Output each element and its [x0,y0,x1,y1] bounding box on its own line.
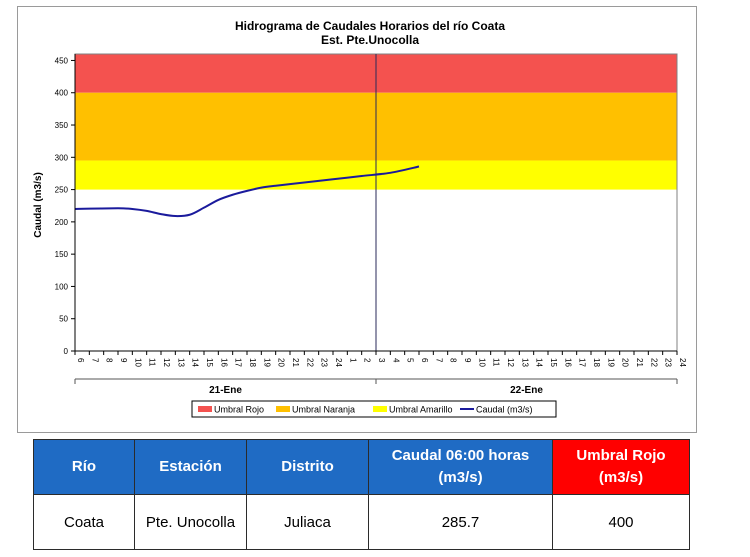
x-tick-label-36: 18 [592,358,601,367]
station-table: Río Estación Distrito Caudal 06:00 horas… [33,439,690,550]
legend-entry-2: Umbral Amarillo [389,405,453,415]
header-rio: Río [33,439,135,495]
x-tick-label-0: 6 [76,358,85,363]
y-tick-label-4: 200 [55,218,69,227]
x-tick-label-21: 3 [377,358,386,363]
x-tick-label-20: 2 [363,358,372,363]
cell-distrito: Juliaca [246,494,369,550]
cell-rio: Coata [33,494,135,550]
x-tick-label-6: 12 [162,358,171,367]
x-tick-label-18: 24 [334,358,343,367]
x-tick-label-27: 9 [463,358,472,363]
table-header-row: Río Estación Distrito Caudal 06:00 horas… [33,439,690,495]
x-tick-label-1: 7 [90,358,99,363]
legend-swatch-0 [198,406,212,412]
x-tick-label-8: 14 [191,358,200,367]
header-estacion: Estación [134,439,247,495]
x-tick-label-23: 5 [406,358,415,363]
chart-frame: Hidrograma de Caudales Horarios del río … [17,6,697,433]
legend-swatch-1 [276,406,290,412]
x-tick-label-25: 7 [434,358,443,363]
x-tick-label-24: 6 [420,358,429,363]
legend-entry-3: Caudal (m3/s) [476,405,533,415]
x-tick-label-40: 22 [649,358,658,367]
y-tick-label-9: 450 [55,56,69,65]
hydrograph-chart: Hidrograma de Caudales Horarios del río … [33,19,687,418]
y-tick-label-3: 150 [55,250,69,259]
x-tick-label-28: 10 [477,358,486,367]
chart-title: Hidrograma de Caudales Horarios del río … [235,19,505,33]
x-tick-label-17: 23 [320,358,329,367]
header-caudal: Caudal 06:00 horas (m3/s) [368,439,553,495]
x-tick-label-5: 11 [148,358,157,367]
x-tick-label-14: 20 [277,358,286,367]
header-umbral-rojo: Umbral Rojo (m3/s) [552,439,690,495]
x-tick-label-9: 15 [205,358,214,367]
x-tick-label-3: 9 [119,358,128,363]
header-distrito: Distrito [246,439,369,495]
table-row: Coata Pte. Unocolla Juliaca 285.7 400 [33,494,690,550]
x-tick-label-38: 20 [621,358,630,367]
y-tick-label-0: 0 [64,347,69,356]
x-tick-label-7: 13 [176,358,185,367]
legend-entry-1: Umbral Naranja [292,405,355,415]
x-tick-label-10: 16 [219,358,228,367]
y-tick-label-1: 50 [59,315,68,324]
x-tick-label-31: 13 [520,358,529,367]
x-tick-label-4: 10 [133,358,142,367]
cell-umbral-rojo: 400 [552,494,690,550]
x-tick-label-30: 12 [506,358,515,367]
cell-estacion: Pte. Unocolla [134,494,247,550]
x-tick-label-19: 1 [348,358,357,363]
x-tick-label-32: 14 [535,358,544,367]
y-axis-label: Caudal (m3/s) [33,172,44,238]
x-tick-label-39: 21 [635,358,644,367]
y-tick-label-5: 250 [55,186,69,195]
day-label-1: 22-Ene [510,385,543,396]
x-tick-label-11: 17 [234,358,243,367]
x-tick-label-26: 8 [449,358,458,363]
x-tick-label-33: 15 [549,358,558,367]
x-tick-label-2: 8 [105,358,114,363]
day-label-0: 21-Ene [209,385,242,396]
chart-subtitle: Est. Pte.Unocolla [321,33,419,47]
y-tick-label-2: 100 [55,282,69,291]
y-tick-label-7: 350 [55,121,69,130]
legend-swatch-2 [373,406,387,412]
legend-entry-0: Umbral Rojo [214,405,264,415]
x-tick-label-42: 24 [678,358,687,367]
x-tick-label-41: 23 [664,358,673,367]
x-tick-label-13: 19 [262,358,271,367]
x-tick-label-16: 22 [305,358,314,367]
x-tick-label-12: 18 [248,358,257,367]
series-line-0 [74,165,420,218]
x-tick-label-29: 11 [492,358,501,367]
x-tick-label-22: 4 [391,358,400,363]
cell-caudal: 285.7 [368,494,553,550]
x-tick-label-34: 16 [563,358,572,367]
x-tick-label-35: 17 [578,358,587,367]
y-tick-label-6: 300 [55,153,69,162]
y-tick-label-8: 400 [55,89,69,98]
x-tick-label-15: 21 [291,358,300,367]
x-tick-label-37: 19 [606,358,615,367]
